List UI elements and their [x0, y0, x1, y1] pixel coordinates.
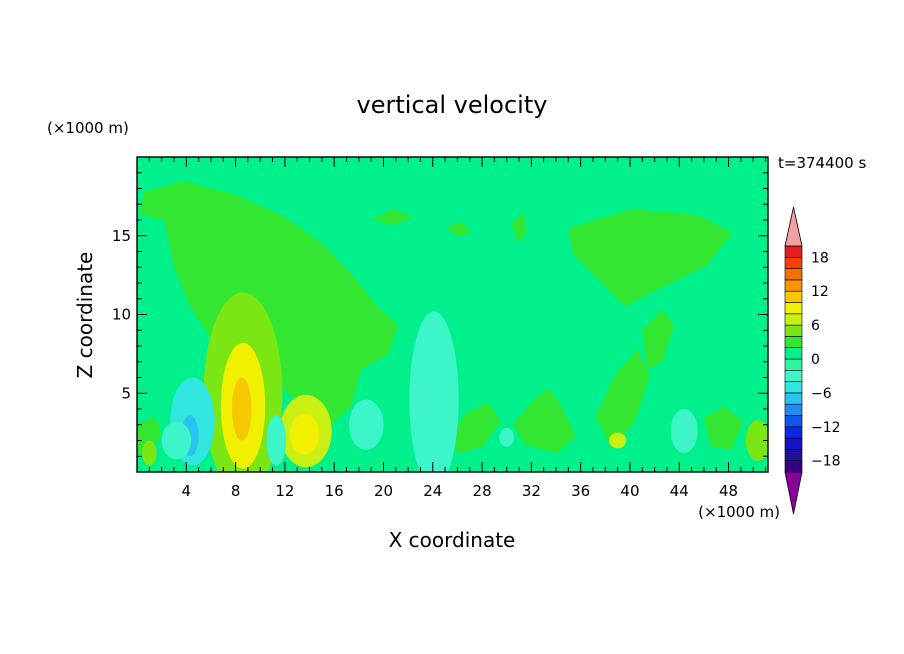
chart-title: vertical velocity [357, 91, 548, 119]
x-tick-label: 16 [325, 482, 344, 500]
colorbar-segment [784, 437, 803, 450]
y-tick-label: 10 [112, 306, 131, 324]
updraft-cell-2 [231, 377, 252, 441]
x-tick-label: 28 [473, 482, 492, 500]
updraft-region-4 [445, 402, 501, 454]
updraft-region-11 [703, 405, 744, 450]
updraft-region-8 [371, 209, 414, 225]
downdraft-cell-9 [348, 399, 384, 450]
x-tick-label: 48 [719, 482, 738, 500]
x-tick-label: 44 [670, 482, 689, 500]
colorbar-segment [784, 426, 803, 439]
x-tick-label: 12 [275, 482, 294, 500]
colorbar-segment [784, 381, 803, 394]
downdraft-cell-8 [409, 311, 459, 472]
updraft-cell-15 [141, 440, 157, 466]
x-unit-label: (×1000 m) [698, 503, 780, 521]
x-axis: 4 8 12 16 20 24 28 32 36 40 44 48 [148, 157, 767, 500]
colorbar: 18 12 6 0 −6 −12 −18 [784, 206, 841, 515]
x-tick-label: 32 [522, 482, 541, 500]
colorbar-segment [784, 313, 803, 326]
colorbar-segment [784, 336, 803, 348]
x-tick-label: 20 [374, 482, 393, 500]
x-tick-label: 8 [231, 482, 241, 500]
colorbar-segment [784, 460, 803, 473]
updraft-region-2 [568, 209, 733, 307]
updraft-region-1 [139, 180, 214, 220]
y-axis-label: Z coordinate [73, 252, 97, 379]
colorbar-tick-label: −18 [811, 454, 841, 470]
colorbar-segment [784, 245, 803, 258]
colorbar-segment [784, 392, 803, 405]
colorbar-high-arrow [784, 206, 803, 247]
y-tick-label: 5 [121, 384, 131, 402]
colorbar-segment [784, 302, 803, 315]
colorbar-tick-label: 0 [811, 352, 820, 368]
colorbar-low-arrow [784, 471, 803, 515]
colorbar-segment [784, 415, 803, 428]
downdraft-cell-13 [161, 421, 192, 460]
x-tick-label: 40 [620, 482, 639, 500]
downdraft-cell-11 [670, 409, 698, 454]
colorbar-segment [784, 290, 803, 303]
colorbar-tick-label: −6 [811, 386, 832, 402]
colorbar-segment [784, 403, 803, 416]
colorbar-tick-label: 18 [811, 250, 829, 266]
x-tick-label: 36 [571, 482, 590, 500]
colorbar-segment [784, 268, 803, 281]
updraft-region-5 [595, 349, 650, 449]
colorbar-segment [784, 347, 803, 360]
downdraft-cell-7 [266, 415, 287, 466]
updraft-region-3 [512, 388, 576, 454]
x-tick-label: 24 [423, 482, 442, 500]
contour-field [137, 157, 768, 472]
x-axis-label: X coordinate [389, 528, 516, 552]
updraft-region-7 [511, 212, 527, 243]
colorbar-tick-label: 6 [811, 318, 820, 334]
colorbar-segment [784, 449, 803, 461]
time-label: t=374400 s [778, 154, 866, 172]
updraft-cell-14 [609, 432, 627, 449]
y-axis: 5 10 15 [112, 172, 768, 457]
x-tick-label: 4 [182, 482, 192, 500]
updraft-cell-12 [745, 420, 768, 461]
colorbar-segment [784, 358, 803, 371]
colorbar-segment [784, 369, 803, 382]
colorbar-segment [784, 256, 803, 269]
downdraft-cell-10 [499, 427, 515, 447]
updraft-region-6 [642, 309, 675, 370]
colorbar-tick-label: 12 [811, 284, 829, 300]
updraft-cell-4 [289, 413, 320, 455]
colorbar-segment [784, 279, 803, 292]
colorbar-segment [784, 324, 803, 337]
colorbar-tick-label: −12 [811, 420, 841, 436]
y-tick-label: 15 [112, 227, 131, 245]
updraft-region-9 [446, 221, 473, 236]
y-unit-label: (×1000 m) [47, 119, 129, 137]
